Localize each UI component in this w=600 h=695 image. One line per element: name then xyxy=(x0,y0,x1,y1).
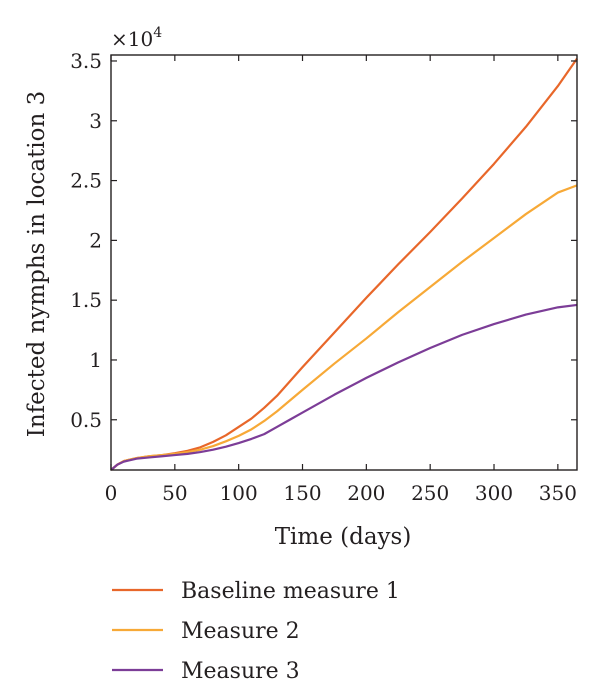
y-tick-label: 2.5 xyxy=(70,169,102,193)
legend-label-3: Measure 3 xyxy=(181,659,300,684)
series-line-1 xyxy=(110,57,578,471)
x-tick-label: 0 xyxy=(105,481,118,505)
x-tick-label: 350 xyxy=(539,481,577,505)
series-line-3 xyxy=(110,303,578,471)
legend-label-1: Baseline measure 1 xyxy=(181,579,400,604)
x-tick-label: 150 xyxy=(283,481,321,505)
plot-lines xyxy=(110,57,578,471)
axis-tick-labels: 0 50 100 150 200 250 300 350 0.5 1 1.5 2 2.5 3 3.5 xyxy=(70,49,577,505)
series-line-2 xyxy=(110,184,578,471)
x-tick-label: 100 xyxy=(220,481,258,505)
y-tick-label: 2 xyxy=(89,228,102,252)
y-tick-label: 1 xyxy=(89,348,102,372)
y-tick-label: 1.5 xyxy=(70,288,102,312)
plot-frame xyxy=(110,54,578,471)
y-multiplier-label: ×104 xyxy=(111,25,162,51)
legend-label-2: Measure 2 xyxy=(181,619,300,644)
x-tick-label: 50 xyxy=(162,481,187,505)
axis-ticks xyxy=(110,55,577,470)
y-tick-label: 0.5 xyxy=(70,408,102,432)
x-tick-label: 250 xyxy=(411,481,449,505)
y-axis-label: Infected nymphs in location 3 xyxy=(24,91,50,438)
x-tick-label: 200 xyxy=(347,481,385,505)
legend: Baseline measure 1 Measure 2 Measure 3 xyxy=(112,579,400,684)
y-tick-label: 3.5 xyxy=(70,49,102,73)
y-tick-label: 3 xyxy=(89,109,102,133)
x-axis-label: Time (days) xyxy=(275,524,412,550)
x-tick-label: 300 xyxy=(475,481,513,505)
